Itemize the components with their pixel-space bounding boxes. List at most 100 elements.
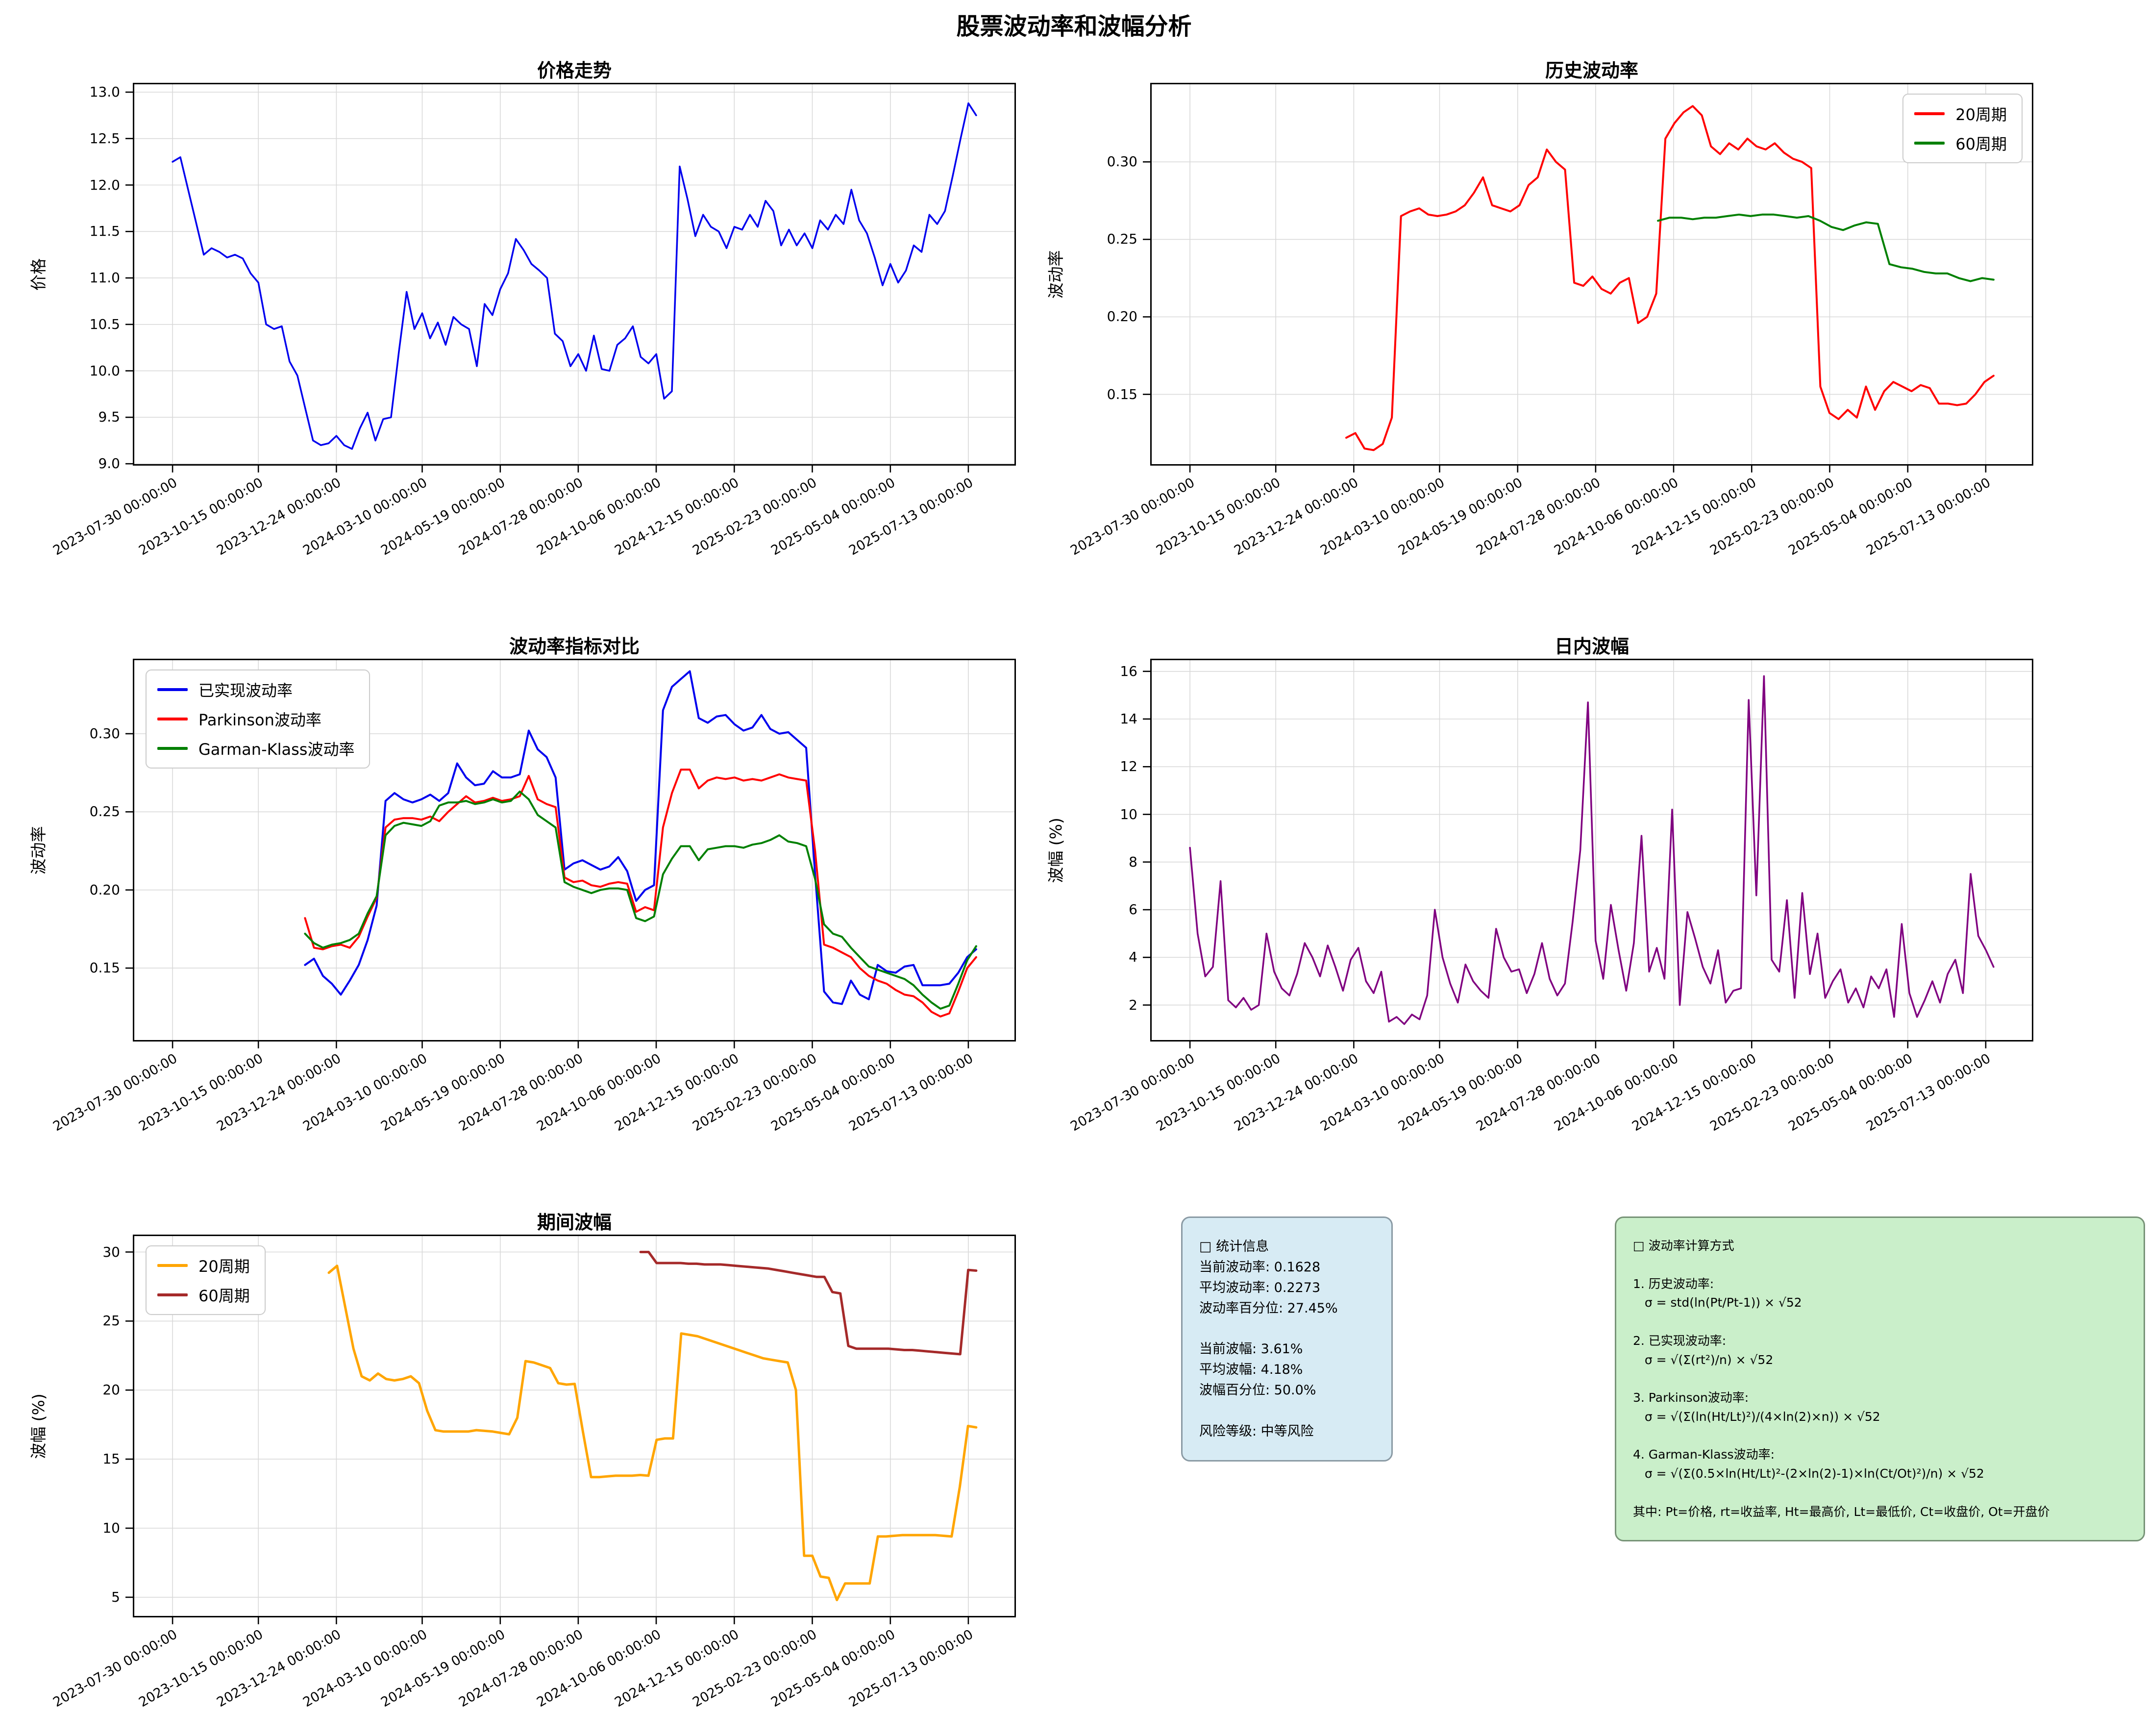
x-tick-label: 2024-12-15 00:00:00 — [612, 475, 742, 559]
legend-color-swatch — [1914, 112, 1945, 115]
x-tick-label: 2023-07-30 00:00:00 — [50, 1627, 180, 1711]
axes-frame — [133, 83, 1016, 466]
legend-entry: 已实现波动率 — [157, 678, 354, 701]
info-box-line: 2. 已实现波动率: — [1633, 1333, 1727, 1348]
legend-entry: 20周期 — [157, 1254, 250, 1277]
x-tick-label: 2025-07-13 00:00:00 — [1864, 475, 1993, 559]
info-box-line: 当前波动率: 0.1628 — [1199, 1259, 1321, 1275]
legend-label: 20周期 — [198, 1257, 250, 1276]
figure-title: 股票波动率和波幅分析 — [956, 13, 1192, 40]
legend-entry: 60周期 — [1914, 132, 2007, 154]
x-tick-label: 2023-12-24 00:00:00 — [1232, 475, 1361, 559]
x-tick-label: 2023-12-24 00:00:00 — [214, 1627, 344, 1711]
legend-color-swatch — [157, 688, 188, 691]
x-tick-label: 2025-05-04 00:00:00 — [768, 1627, 898, 1711]
x-tick-label: 2023-12-24 00:00:00 — [214, 475, 344, 559]
x-tick-label: 2023-07-30 00:00:00 — [50, 1051, 180, 1135]
x-tick-label: 2024-07-28 00:00:00 — [456, 1051, 586, 1135]
info-box-line: 平均波动率: 0.2273 — [1199, 1280, 1321, 1295]
y-tick-label: 10.5 — [89, 316, 120, 332]
x-tick-label: 2024-05-19 00:00:00 — [378, 1051, 508, 1135]
x-tick-label: 2024-10-06 00:00:00 — [534, 475, 664, 559]
intraday-amplitude-y-axis-label: 波幅 (%) — [1046, 817, 1065, 883]
intraday-amplitude-title: 日内波幅 — [1554, 636, 1629, 657]
x-tick-label: 2024-10-06 00:00:00 — [1552, 475, 1681, 559]
legend-label: 60周期 — [198, 1287, 250, 1305]
x-tick-label: 2024-03-10 00:00:00 — [1317, 475, 1447, 559]
price-y-axis-label: 价格 — [29, 258, 48, 291]
y-tick-label: 14 — [1120, 711, 1137, 727]
y-tick-label: 13.0 — [89, 83, 120, 100]
info-box-line — [1633, 1313, 2127, 1332]
info-box-line: σ = √(Σ(0.5×ln(Ht/Lt)²-(2×ln(2)-1)×ln(Ct… — [1633, 1466, 1984, 1481]
info-box-line: 平均波幅: 4.18% — [1199, 1362, 1303, 1378]
legend-label: Garman-Klass波动率 — [198, 740, 355, 759]
series-line — [327, 1265, 978, 1601]
info-box-line: σ = √(Σ(rt²)/n) × √52 — [1633, 1352, 1774, 1367]
x-tick-label: 2024-05-19 00:00:00 — [378, 475, 508, 559]
x-tick-label: 2024-12-15 00:00:00 — [1630, 1051, 1759, 1135]
series-line — [304, 791, 977, 1010]
period-amplitude-title: 期间波幅 — [537, 1212, 612, 1233]
info-box-line: 其中: Pt=价格, rt=收益率, Ht=最高价, Lt=最低价, Ct=收盘… — [1633, 1504, 2050, 1519]
y-tick-label: 10 — [1120, 806, 1137, 822]
x-tick-label: 2024-05-19 00:00:00 — [378, 1627, 508, 1711]
y-tick-label: 11.5 — [89, 223, 120, 240]
info-box-line: □ 统计信息 — [1199, 1239, 1269, 1254]
x-tick-label: 2025-02-23 00:00:00 — [690, 1627, 820, 1711]
y-tick-label: 4 — [1129, 949, 1137, 966]
y-tick-label: 8 — [1129, 853, 1137, 870]
x-tick-label: 2023-07-30 00:00:00 — [1068, 475, 1198, 559]
x-tick-label: 2025-02-23 00:00:00 — [1707, 475, 1837, 559]
x-tick-label: 2025-02-23 00:00:00 — [1707, 1051, 1837, 1135]
y-tick-label: 10.0 — [89, 362, 120, 379]
volatility-comparison-chart: 波动率指标对比 波动率 0.15 0.20 0.25 0.30 2023-07-30 0… — [29, 636, 1016, 1134]
x-tick-label: 2024-10-06 00:00:00 — [1552, 1051, 1681, 1135]
volatility-comparison-plot — [125, 659, 1016, 1048]
x-tick-label: 2024-05-19 00:00:00 — [1395, 475, 1525, 559]
series-line — [639, 1251, 978, 1356]
x-tick-label: 2023-10-15 00:00:00 — [1154, 1051, 1284, 1135]
info-box-line: 风险等级: 中等风险 — [1199, 1423, 1314, 1439]
x-tick-label: 2024-05-19 00:00:00 — [1395, 1051, 1525, 1135]
y-tick-label: 0.25 — [89, 803, 120, 820]
x-tick-label: 2025-02-23 00:00:00 — [690, 475, 820, 559]
series-line — [1345, 105, 1995, 451]
x-tick-label: 2023-12-24 00:00:00 — [214, 1051, 344, 1135]
x-tick-label: 2024-07-28 00:00:00 — [1474, 475, 1603, 559]
x-tick-label: 2023-12-24 00:00:00 — [1232, 1051, 1361, 1135]
x-tick-label: 2025-07-13 00:00:00 — [846, 1627, 976, 1711]
x-tick-label: 2024-12-15 00:00:00 — [612, 1627, 742, 1711]
chart-legend: 已实现波动率 Parkinson波动率 Garman-Klass波动率 — [146, 670, 370, 769]
y-tick-label: 11.0 — [89, 270, 120, 286]
series-line — [1657, 213, 1995, 282]
volatility-formula-box: □ 波动率计算方式 1. 历史波动率: σ = std(ln(Pt/Pt-1))… — [1615, 1216, 2145, 1542]
legend-label: 已实现波动率 — [198, 681, 293, 700]
y-tick-label: 0.15 — [1107, 386, 1137, 402]
info-box-line — [1633, 1427, 2127, 1446]
y-tick-label: 12 — [1120, 758, 1137, 775]
info-box-line — [1633, 1484, 2127, 1503]
info-box-line — [1199, 1401, 1375, 1421]
info-box-line: 波动率百分位: 27.45% — [1199, 1300, 1338, 1316]
y-tick-label: 6 — [1129, 901, 1137, 918]
axes-frame — [1150, 83, 2033, 466]
price-trend-plot — [125, 83, 1016, 472]
y-tick-label: 12.0 — [89, 176, 120, 193]
axes-frame — [133, 659, 1016, 1042]
historical-volatility-y-axis-label: 波动率 — [1046, 250, 1065, 298]
info-box-line: 当前波幅: 3.61% — [1199, 1341, 1303, 1357]
y-tick-label: 0.20 — [1107, 308, 1137, 325]
x-tick-label: 2024-07-28 00:00:00 — [456, 475, 586, 559]
legend-color-swatch — [157, 1293, 188, 1296]
x-tick-label: 2023-10-15 00:00:00 — [1154, 475, 1284, 559]
x-tick-label: 2025-07-13 00:00:00 — [846, 1051, 976, 1135]
x-tick-label: 2024-10-06 00:00:00 — [534, 1051, 664, 1135]
x-tick-label: 2024-03-10 00:00:00 — [300, 1051, 430, 1135]
x-tick-label: 2025-07-13 00:00:00 — [1864, 1051, 1993, 1135]
legend-color-swatch — [1914, 142, 1945, 145]
x-tick-label: 2024-12-15 00:00:00 — [612, 1051, 742, 1135]
x-tick-label: 2025-05-04 00:00:00 — [768, 1051, 898, 1135]
intraday-amplitude-plot — [1143, 659, 2033, 1048]
info-box-line: 1. 历史波动率: — [1633, 1276, 1714, 1291]
